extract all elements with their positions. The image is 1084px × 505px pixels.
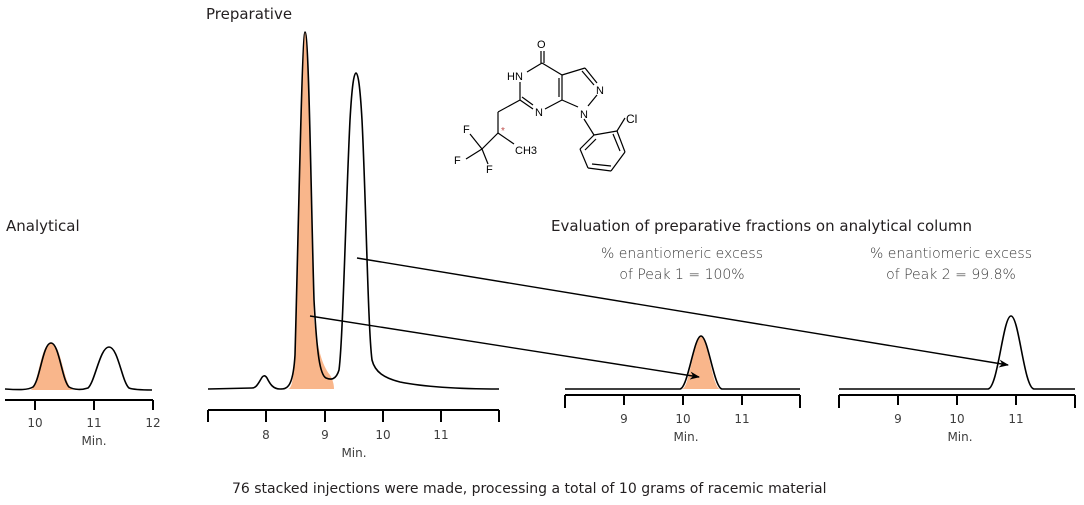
caption: 76 stacked injections were made, process… — [232, 481, 827, 497]
arrow-peak2-to-eval — [356, 257, 1009, 368]
preparative-title: Preparative — [206, 5, 293, 23]
atom-ch3: CH3 — [515, 145, 537, 157]
preparative-chart — [207, 31, 500, 422]
eval1-tick-9: 9 — [620, 412, 628, 426]
evaluation-title: Evaluation of preparative fractions on a… — [551, 217, 972, 235]
atom-cl: Cl — [626, 112, 637, 126]
atom-f1: F — [463, 124, 470, 136]
analytical-title: Analytical — [6, 217, 80, 235]
eval1-tick-10: 10 — [675, 412, 691, 426]
eval2-tick-11: 11 — [1008, 412, 1024, 426]
eval2-x-unit: Min. — [947, 430, 973, 444]
ee-peak2-annotation: % enantiomeric excess of Peak 2 = 99.8% — [846, 244, 1056, 286]
prep-tick-10: 10 — [375, 428, 391, 442]
prep-tick-9: 9 — [321, 428, 329, 442]
prep-trace — [207, 31, 500, 390]
atom-hn: HN — [507, 71, 523, 83]
eval1-trace — [565, 335, 800, 390]
atom-f3: F — [486, 164, 493, 176]
atom-o: O — [537, 39, 546, 51]
eval1-x-unit: Min. — [673, 430, 699, 444]
eval1-tick-11: 11 — [734, 412, 750, 426]
analytical-tick-12: 12 — [145, 416, 161, 430]
arrow-peak1-to-eval — [309, 315, 700, 380]
atom-f2: F — [454, 155, 461, 167]
ee-peak2-line2: of Peak 2 = 99.8% — [886, 267, 1016, 283]
atom-n3: N — [535, 107, 543, 119]
analytical-peak1-fill — [30, 343, 74, 390]
ee-peak1-annotation: % enantiomeric excess of Peak 1 = 100% — [577, 244, 787, 286]
ee-peak2-line1: % enantiomeric excess — [870, 246, 1032, 262]
ee-peak1-line1: % enantiomeric excess — [601, 246, 763, 262]
ee-peak1-line2: of Peak 1 = 100% — [619, 267, 745, 283]
atom-n1: N — [580, 109, 588, 121]
analytical-x-unit: Min. — [81, 434, 107, 448]
molecule-structure — [465, 51, 626, 172]
eval2-tick-10: 10 — [949, 412, 965, 426]
molecule-atom-labels: O HN N N N Cl F F F CH3 * — [454, 39, 637, 176]
eval2-trace — [839, 315, 1075, 390]
analytical-trace — [4, 342, 153, 391]
stereocenter-asterisk: * — [501, 126, 505, 137]
analytical-tick-11: 11 — [86, 416, 102, 430]
eval1-peak-fill — [682, 336, 720, 389]
analytical-chart — [4, 342, 154, 410]
atom-n2: N — [596, 85, 604, 97]
eval-peak1-chart — [564, 335, 801, 408]
analytical-tick-10: 10 — [27, 416, 43, 430]
prep-tick-11: 11 — [433, 428, 449, 442]
eval2-tick-9: 9 — [894, 412, 902, 426]
prep-tick-8: 8 — [262, 428, 270, 442]
prep-x-unit: Min. — [341, 446, 367, 460]
eval-peak2-chart — [838, 315, 1076, 408]
